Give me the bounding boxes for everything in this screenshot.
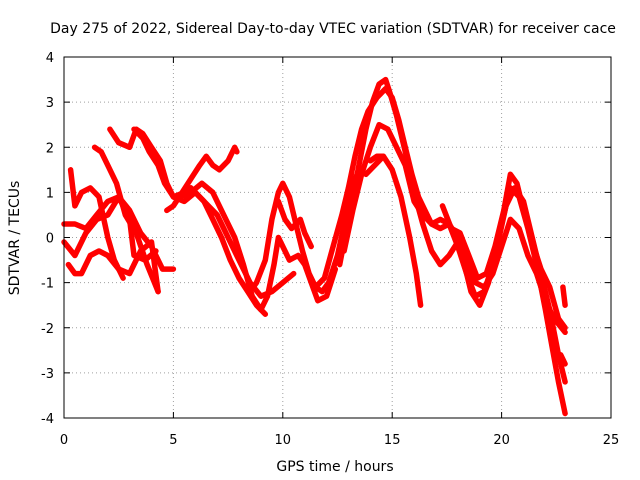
y-tick-label: -4	[41, 412, 54, 427]
series-arc-5	[91, 144, 161, 295]
data-series	[61, 76, 568, 417]
chart-title: Day 275 of 2022, Sidereal Day-to-day VTE…	[50, 21, 616, 37]
series-arc-4	[67, 167, 126, 281]
y-tick-label: 0	[46, 232, 54, 247]
x-tick-label: 10	[275, 433, 292, 448]
y-tick-label: -2	[41, 322, 54, 337]
series-arc-15	[367, 153, 387, 164]
series-arc-17	[560, 284, 568, 308]
y-tick-label: -3	[41, 367, 54, 382]
y-tick-label: 2	[46, 141, 54, 156]
x-tick-label: 25	[603, 433, 620, 448]
y-tick-label: 4	[46, 51, 54, 66]
series-arc-16	[439, 171, 568, 331]
series-arc-7	[131, 126, 297, 299]
series-arc-10	[247, 153, 424, 308]
y-tick-label: 1	[46, 186, 54, 201]
x-tick-label: 5	[169, 433, 177, 448]
y-tick-label: -1	[41, 277, 54, 292]
series-arc-11	[275, 198, 314, 250]
y-tick-label: 3	[46, 96, 54, 111]
x-tick-label: 0	[60, 433, 68, 448]
x-tick-label: 20	[493, 433, 510, 448]
x-tick-label: 15	[384, 433, 401, 448]
series-arc-18	[557, 352, 568, 367]
x-axis-label: GPS time / hours	[276, 459, 393, 475]
y-axis-label: SDTVAR / TECUs	[7, 181, 23, 296]
